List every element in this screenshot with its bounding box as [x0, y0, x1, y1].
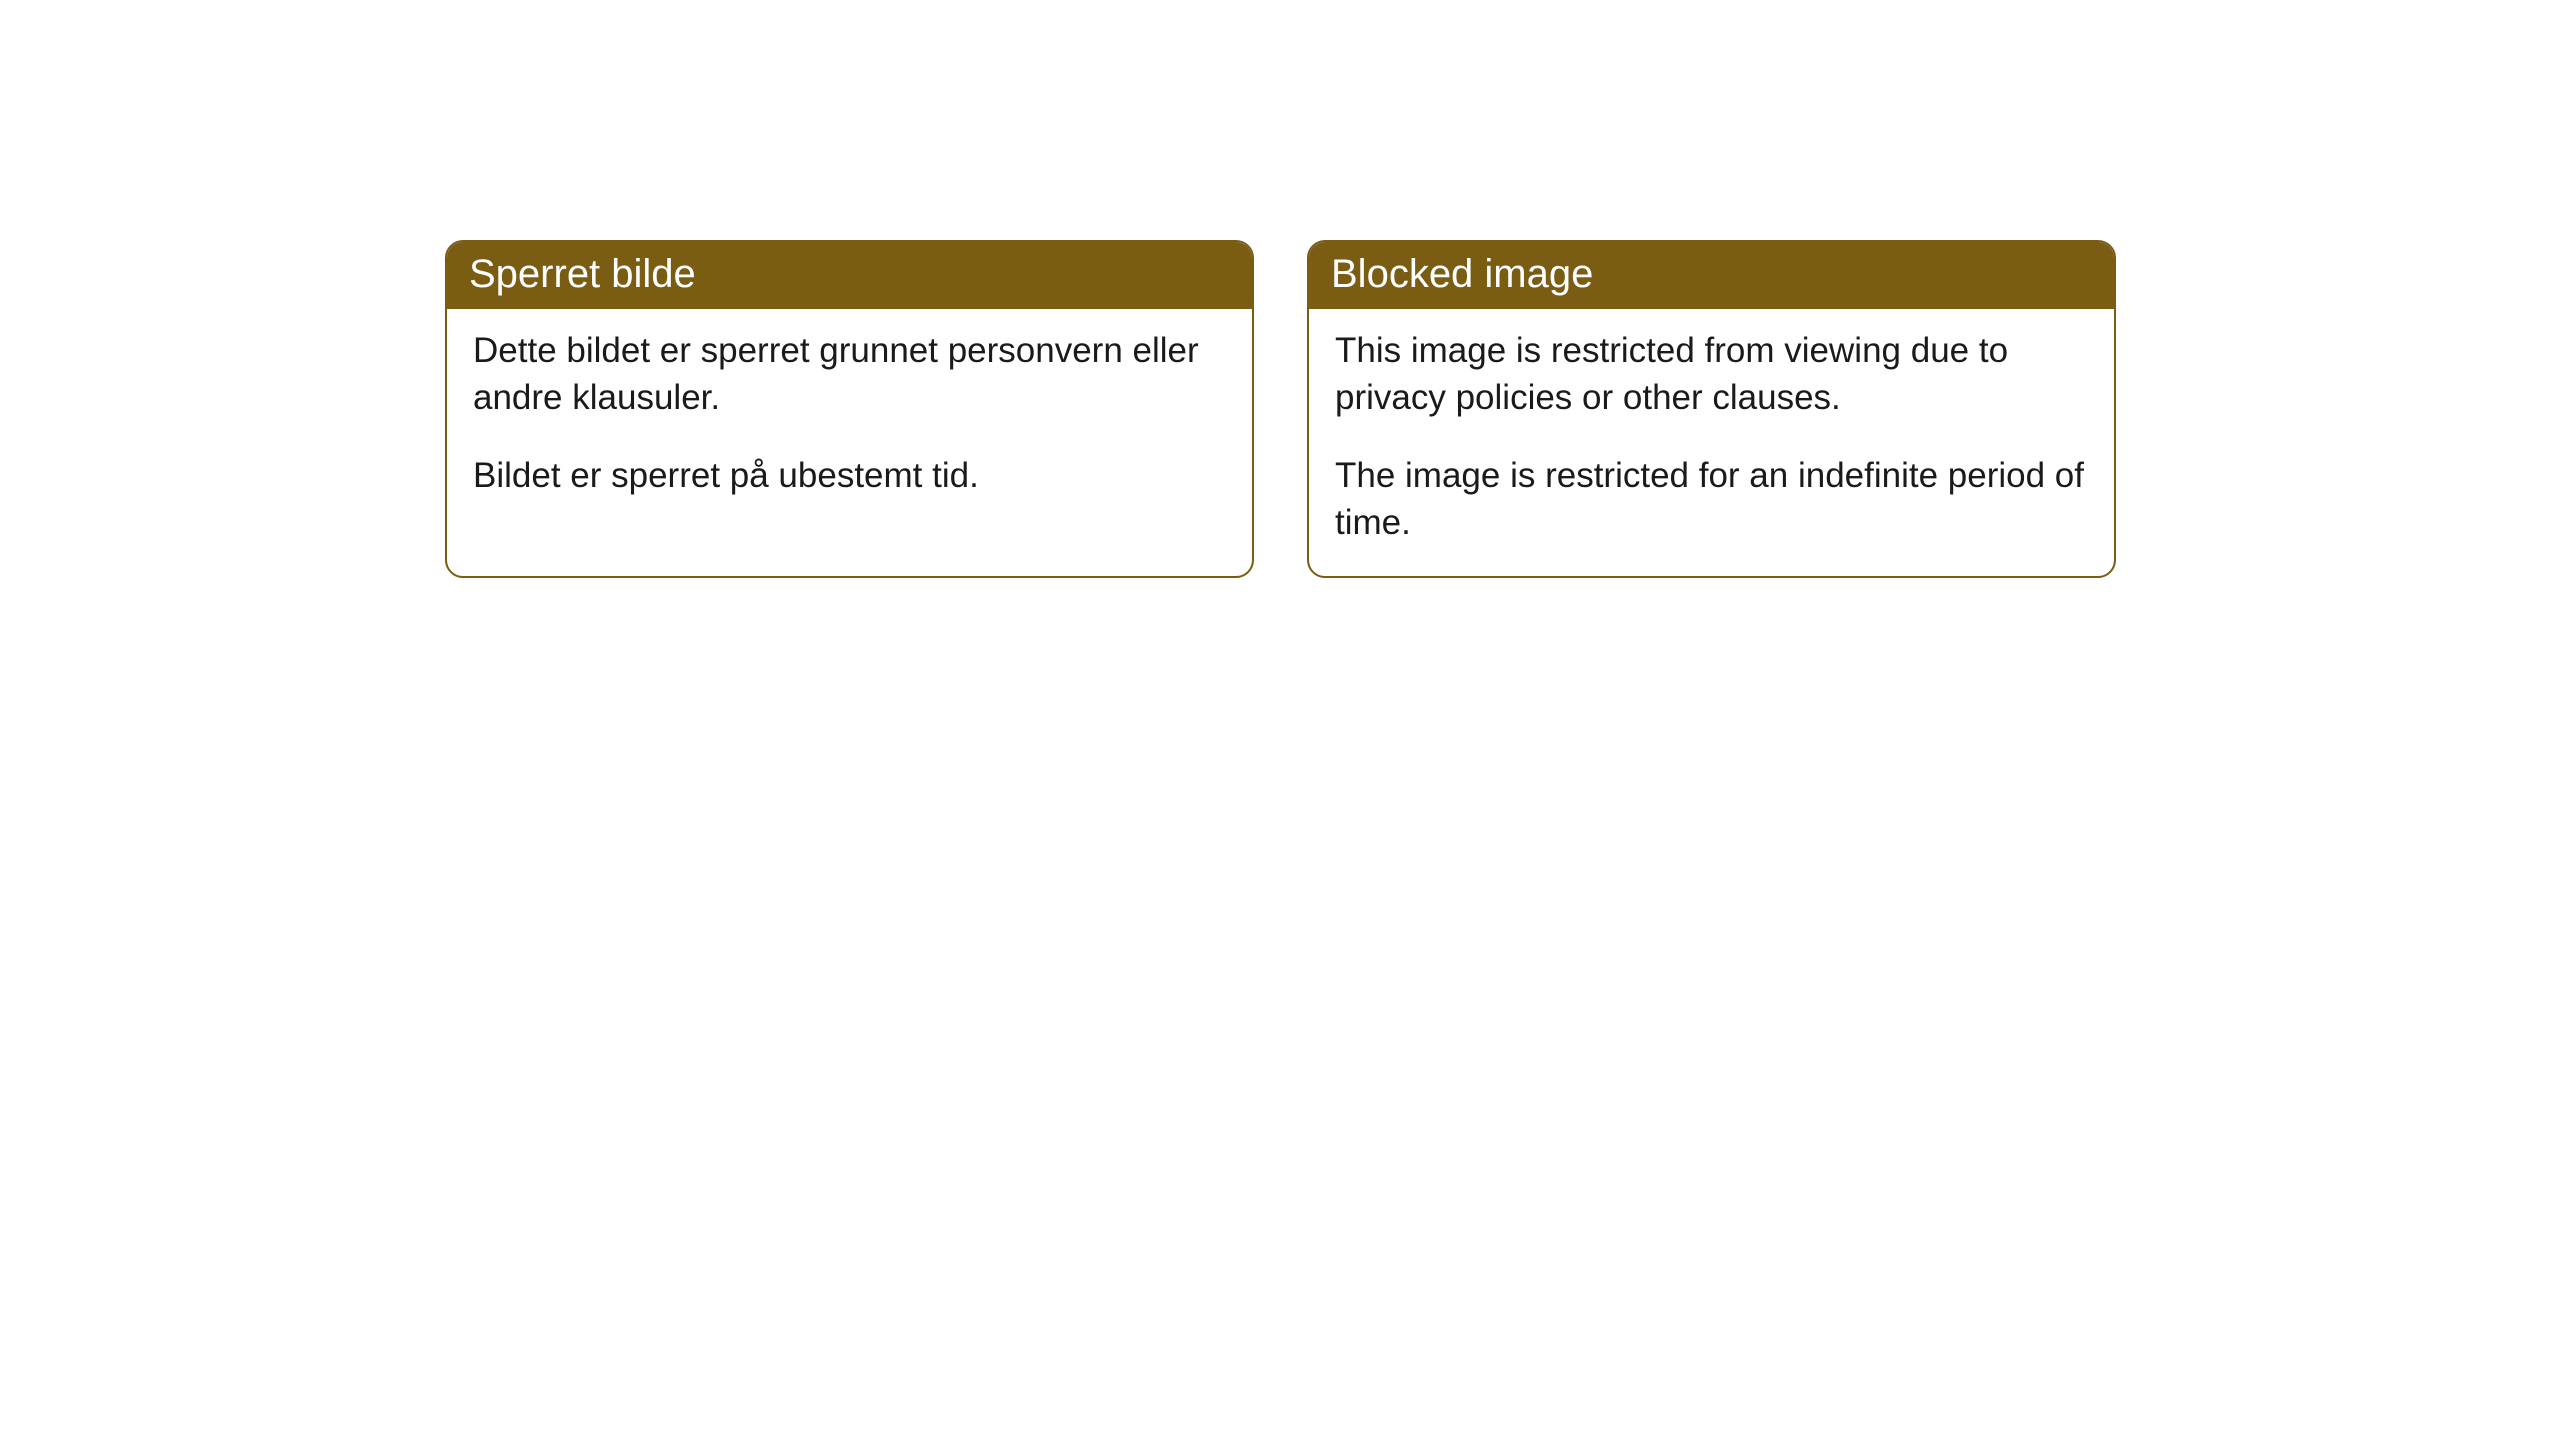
notice-paragraph: This image is restricted from viewing du…: [1335, 327, 2088, 422]
notice-container: Sperret bilde Dette bildet er sperret gr…: [0, 0, 2560, 578]
notice-header: Blocked image: [1309, 242, 2114, 309]
notice-paragraph: Dette bildet er sperret grunnet personve…: [473, 327, 1226, 422]
notice-body: This image is restricted from viewing du…: [1309, 309, 2114, 576]
notice-paragraph: The image is restricted for an indefinit…: [1335, 452, 2088, 547]
notice-card-english: Blocked image This image is restricted f…: [1307, 240, 2116, 578]
notice-paragraph: Bildet er sperret på ubestemt tid.: [473, 452, 1226, 499]
notice-header: Sperret bilde: [447, 242, 1252, 309]
notice-card-norwegian: Sperret bilde Dette bildet er sperret gr…: [445, 240, 1254, 578]
notice-body: Dette bildet er sperret grunnet personve…: [447, 309, 1252, 529]
